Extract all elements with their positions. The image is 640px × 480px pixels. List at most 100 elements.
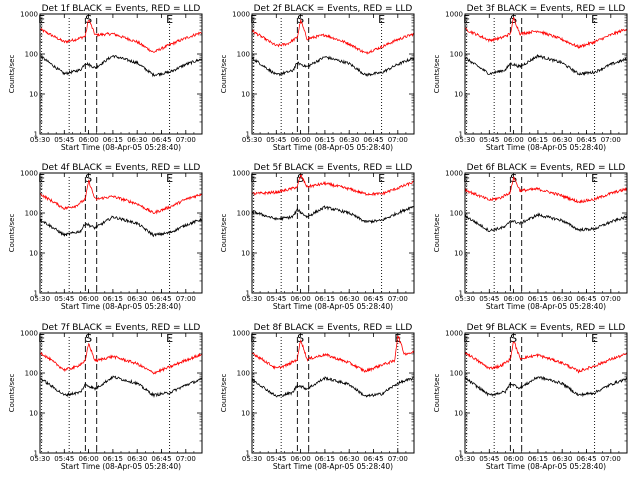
marker-label: E <box>166 332 173 345</box>
x-tick-label: 07:00 <box>176 136 196 144</box>
series-line <box>251 335 414 373</box>
plot-frame <box>39 172 203 294</box>
x-axis-label: Start Time (08-Apr-05 05:28:40) <box>61 143 181 152</box>
x-tick-label: 07:00 <box>601 136 621 144</box>
x-tick-label: 05:30 <box>242 136 262 144</box>
y-tick-label: 10 <box>29 250 38 258</box>
marker-label: E <box>591 172 598 185</box>
plot-frame <box>464 172 628 294</box>
x-tick-label: 06:45 <box>363 136 383 144</box>
marker-label: S <box>510 332 517 345</box>
chart-title: Det 2f BLACK = Events, RED = LLD <box>254 4 413 14</box>
x-tick-label: 05:45 <box>266 136 286 144</box>
series-line <box>251 19 414 55</box>
y-tick-label: 1000 <box>20 11 38 19</box>
marker-label: S <box>297 332 304 345</box>
x-tick-label: 06:15 <box>528 136 548 144</box>
x-tick-label: 05:45 <box>54 136 74 144</box>
chart-panel: Det 6f BLACK = Events, RED = LLD Counts/s… <box>433 163 628 311</box>
x-tick-label: 07:00 <box>176 455 196 463</box>
plot-frame <box>251 172 415 294</box>
x-tick-label: 05:30 <box>30 136 50 144</box>
y-tick-label: 1 <box>246 450 250 458</box>
series-line <box>251 376 414 398</box>
y-tick-label: 10 <box>454 410 463 418</box>
chart-title: Det 5f BLACK = Events, RED = LLD <box>254 163 413 173</box>
x-axis-label: Start Time (08-Apr-05 05:28:40) <box>273 302 393 311</box>
chart-panel: Det 4f BLACK = Events, RED = LLD Counts/s… <box>8 163 203 311</box>
chart-title: Det 6f BLACK = Events, RED = LLD <box>467 163 626 173</box>
y-tick-label: 1 <box>459 131 463 139</box>
y-tick-label: 1000 <box>445 11 463 19</box>
x-tick-label: 06:30 <box>339 136 359 144</box>
y-axis-label: Counts/sec <box>220 55 228 94</box>
chart-panel: Det 5f BLACK = Events, RED = LLD Counts/s… <box>220 163 415 311</box>
x-axis-label: Start Time (08-Apr-05 05:28:40) <box>486 143 606 152</box>
x-tick-label: 05:45 <box>266 295 286 303</box>
series-line <box>464 212 627 233</box>
x-tick-label: 06:00 <box>291 136 311 144</box>
x-axis-label: Start Time (08-Apr-05 05:28:40) <box>486 462 606 471</box>
chart-panel: Det 3f BLACK = Events, RED = LLD Counts/s… <box>433 4 628 152</box>
y-tick-label: 100 <box>237 370 250 378</box>
y-tick-label: 100 <box>237 51 250 59</box>
x-tick-label: 05:45 <box>479 455 499 463</box>
y-tick-label: 1000 <box>232 11 250 19</box>
chart-title: Det 9f BLACK = Events, RED = LLD <box>467 323 626 333</box>
x-tick-label: 05:45 <box>479 295 499 303</box>
y-tick-label: 1000 <box>445 330 463 338</box>
x-axis-label: Start Time (08-Apr-05 05:28:40) <box>61 462 181 471</box>
series-line <box>39 215 202 238</box>
chart-panel: Det 8f BLACK = Events, RED = LLD Counts/s… <box>220 323 415 471</box>
x-tick-label: 06:15 <box>315 455 335 463</box>
y-tick-label: 10 <box>29 410 38 418</box>
chart-title: Det 7f BLACK = Events, RED = LLD <box>42 323 201 333</box>
marker-label: E <box>378 13 385 26</box>
x-tick-label: 05:30 <box>242 455 262 463</box>
x-tick-label: 05:30 <box>30 295 50 303</box>
y-tick-label: 1 <box>246 131 250 139</box>
y-tick-label: 1000 <box>20 330 38 338</box>
x-tick-label: 06:30 <box>127 295 147 303</box>
x-axis-label: Start Time (08-Apr-05 05:28:40) <box>273 143 393 152</box>
y-tick-label: 1 <box>34 131 38 139</box>
y-axis-label: Counts/sec <box>433 374 441 413</box>
y-tick-label: 1000 <box>232 330 250 338</box>
marker-label: E <box>38 332 45 345</box>
plot-frame <box>464 332 628 454</box>
x-axis-label: Start Time (08-Apr-05 05:28:40) <box>486 302 606 311</box>
x-tick-label: 06:00 <box>79 455 99 463</box>
marker-label: E <box>591 332 598 345</box>
y-axis-label: Counts/sec <box>433 55 441 94</box>
series-line <box>251 205 414 224</box>
x-tick-label: 07:00 <box>176 295 196 303</box>
marker-label: E <box>463 172 470 185</box>
y-axis-label: Counts/sec <box>8 214 16 253</box>
x-tick-label: 06:45 <box>576 455 596 463</box>
series-line <box>464 17 627 49</box>
x-tick-label: 06:00 <box>79 136 99 144</box>
y-tick-label: 10 <box>454 250 463 258</box>
marker-label: E <box>394 332 401 345</box>
y-axis-label: Counts/sec <box>8 55 16 94</box>
y-tick-label: 100 <box>25 210 38 218</box>
chart-title: Det 8f BLACK = Events, RED = LLD <box>254 323 413 333</box>
series-line <box>39 54 202 78</box>
y-tick-label: 100 <box>450 210 463 218</box>
x-tick-label: 06:15 <box>103 136 123 144</box>
x-tick-label: 05:30 <box>455 295 475 303</box>
x-tick-label: 05:30 <box>242 295 262 303</box>
x-tick-label: 07:00 <box>388 455 408 463</box>
x-tick-label: 05:45 <box>54 295 74 303</box>
y-tick-label: 100 <box>25 370 38 378</box>
x-tick-label: 06:30 <box>552 295 572 303</box>
y-tick-label: 10 <box>241 250 250 258</box>
y-tick-label: 100 <box>450 370 463 378</box>
x-tick-label: 06:00 <box>504 295 524 303</box>
y-tick-label: 1 <box>246 290 250 298</box>
marker-label: S <box>85 332 92 345</box>
x-tick-label: 06:45 <box>576 136 596 144</box>
chart-panel: Det 1f BLACK = Events, RED = LLD Counts/s… <box>8 4 203 152</box>
series-line <box>251 55 414 77</box>
x-tick-label: 06:00 <box>291 455 311 463</box>
